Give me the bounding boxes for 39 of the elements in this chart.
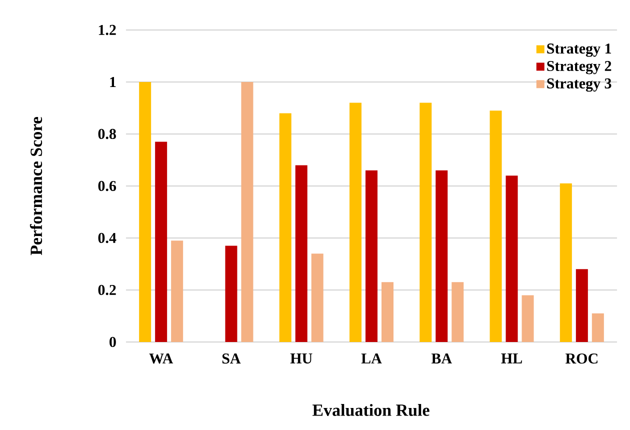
bar	[436, 170, 448, 342]
legend-label: Strategy 1	[547, 44, 612, 57]
y-tick-label: 0.4	[98, 232, 116, 244]
bar	[279, 113, 292, 342]
x-tick-label: LA	[361, 354, 382, 364]
x-tick-label: SA	[222, 354, 241, 364]
bar	[171, 240, 184, 342]
bar	[295, 165, 308, 342]
x-tick-label: HU	[290, 354, 312, 364]
bar	[139, 82, 152, 342]
bar	[592, 313, 604, 342]
bar	[490, 110, 502, 342]
x-axis-title: Evaluation Rule	[312, 404, 430, 416]
bar	[560, 183, 572, 342]
bar	[225, 246, 238, 342]
bar	[155, 142, 168, 342]
bar	[350, 102, 362, 342]
bar	[576, 269, 588, 342]
x-tick-label: HL	[501, 354, 522, 364]
y-tick-label: 1	[110, 77, 116, 87]
y-tick-label: 0.2	[98, 284, 116, 296]
x-tick-label: ROC	[566, 354, 598, 364]
y-axis-title: Performance Score	[30, 116, 42, 256]
bar	[452, 282, 464, 342]
y-tick-label: 1.2	[98, 24, 116, 36]
bar	[522, 295, 534, 342]
bar	[311, 254, 324, 342]
bar	[241, 82, 254, 342]
bar	[366, 170, 378, 342]
bar	[506, 176, 518, 342]
y-tick-label: 0	[110, 336, 116, 348]
legend-label: Strategy 3	[547, 78, 612, 92]
y-tick-label: 0.6	[98, 180, 116, 192]
bar	[420, 102, 432, 342]
x-tick-label: WA	[149, 354, 174, 364]
x-tick-label: BA	[431, 354, 452, 364]
bar	[381, 282, 394, 342]
legend-label: Strategy 2	[547, 60, 612, 74]
y-tick-label: 0.8	[98, 128, 116, 140]
